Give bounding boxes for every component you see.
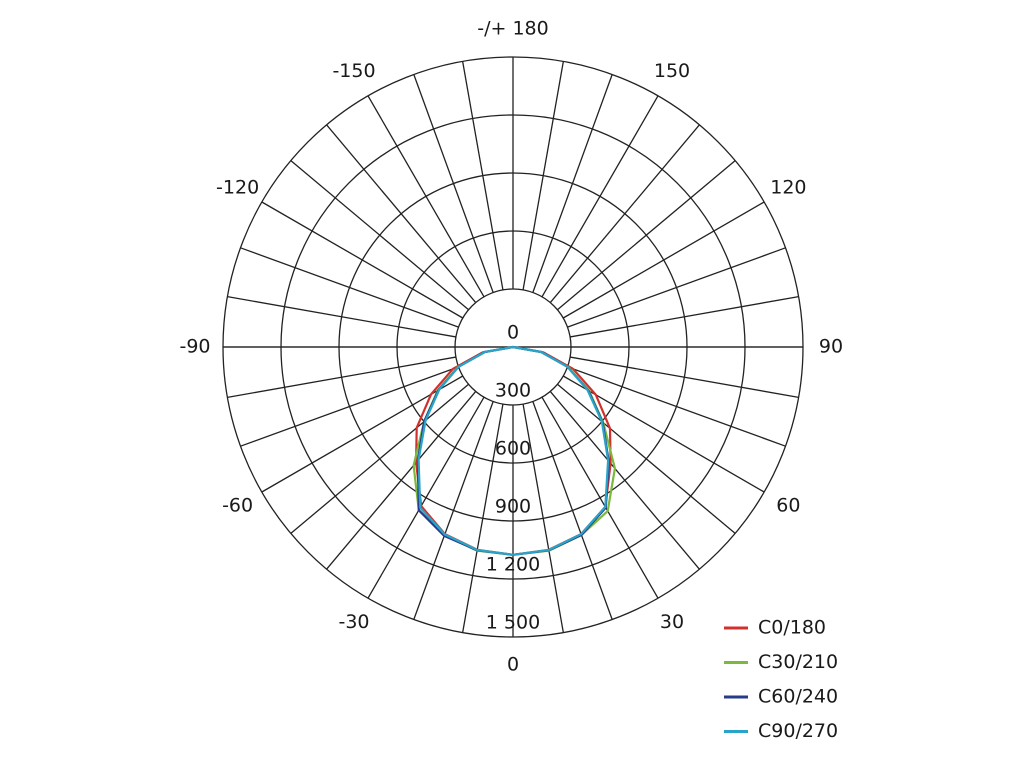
r-tick-label: 1 500 xyxy=(486,612,540,634)
grid-spoke xyxy=(261,201,464,319)
grid-spoke xyxy=(240,366,459,447)
angle-tick-label: -150 xyxy=(332,60,375,82)
grid-spoke xyxy=(413,74,494,293)
grid-spoke xyxy=(290,383,469,534)
r-tick-label: 0 xyxy=(507,322,519,344)
grid-spoke xyxy=(413,401,494,620)
angle-tick-label: 120 xyxy=(770,177,806,199)
grid-spoke xyxy=(541,95,659,298)
r-tick-label: 900 xyxy=(495,496,531,518)
grid-spoke xyxy=(522,404,564,633)
grid-spoke xyxy=(570,296,799,338)
grid-spoke xyxy=(562,201,765,319)
angle-tick-label: -30 xyxy=(338,611,369,633)
grid-spoke xyxy=(549,124,700,303)
grid-spoke xyxy=(567,366,786,447)
grid-spoke xyxy=(227,356,456,398)
legend-label: C60/240 xyxy=(758,686,838,708)
grid-spoke xyxy=(367,95,485,298)
angle-tick-label: -60 xyxy=(222,495,253,517)
angle-tick-label: -90 xyxy=(179,336,210,358)
angle-tick-label: 150 xyxy=(654,60,690,82)
grid-spoke xyxy=(326,124,477,303)
grid-spoke xyxy=(557,383,736,534)
grid-spoke xyxy=(261,375,464,493)
r-tick-label: 300 xyxy=(495,380,531,402)
legend-label: C0/180 xyxy=(758,617,826,639)
grid-spoke xyxy=(532,74,613,293)
grid-spoke xyxy=(541,396,659,599)
grid-spoke xyxy=(462,404,504,633)
angle-tick-label: 0 xyxy=(507,654,519,676)
grid-spoke xyxy=(570,356,799,398)
legend-label: C30/210 xyxy=(758,651,838,673)
grid-spoke xyxy=(549,391,700,570)
grid-spoke xyxy=(567,247,786,328)
r-tick-label: 1 200 xyxy=(486,554,540,576)
grid-spoke xyxy=(227,296,456,338)
angle-tick-label: -120 xyxy=(216,177,259,199)
grid-spoke xyxy=(462,61,504,290)
grid-spoke xyxy=(532,401,613,620)
r-tick-label: 600 xyxy=(495,438,531,460)
legend-label: C90/270 xyxy=(758,720,838,742)
grid-spoke xyxy=(557,160,736,311)
angle-tick-label: 60 xyxy=(776,495,800,517)
angle-tick-label: 90 xyxy=(819,336,843,358)
grid-spoke xyxy=(290,160,469,311)
grid-spoke xyxy=(240,247,459,328)
series-line xyxy=(417,345,610,556)
grid-spoke xyxy=(522,61,564,290)
grid-spoke xyxy=(326,391,477,570)
grid-spoke xyxy=(367,396,485,599)
angle-tick-label: 30 xyxy=(660,611,684,633)
angle-tick-label: -/+ 180 xyxy=(477,18,548,40)
